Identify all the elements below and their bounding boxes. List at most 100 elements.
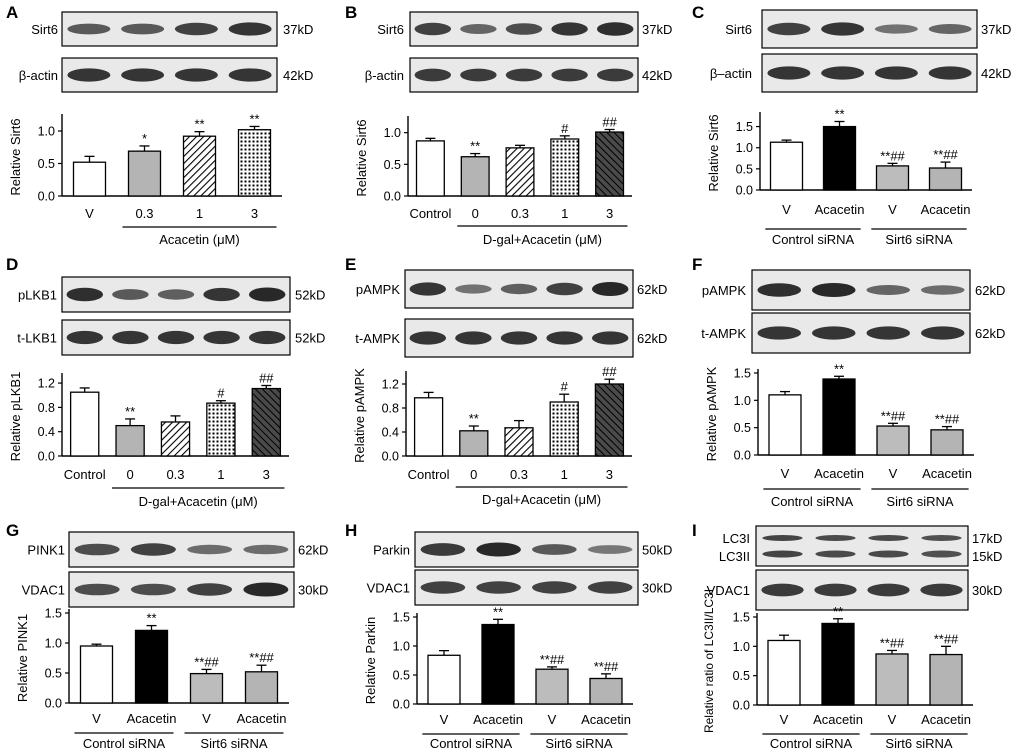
bar	[505, 147, 535, 197]
y-axis-label: Relative pLKB1	[8, 372, 23, 462]
blot-band	[67, 23, 111, 35]
bar	[504, 427, 534, 457]
x-tick-label: Acacetin	[237, 711, 287, 726]
blot-band	[409, 282, 447, 296]
x-tick-label: V	[888, 712, 897, 727]
panel-letter: G	[6, 521, 19, 540]
group-label: Acacetin (μM)	[159, 232, 239, 247]
blot-band	[455, 284, 492, 294]
y-tick-label: 1.5	[733, 611, 750, 625]
significance-label: **##	[935, 412, 960, 427]
bar	[768, 394, 802, 456]
group-label: Control siRNA	[772, 232, 855, 247]
blot-band	[228, 68, 272, 82]
x-tick-label: Control	[408, 467, 450, 482]
group-label: D-gal+Acacetin (μM)	[483, 232, 602, 247]
blot-band	[74, 583, 120, 596]
x-tick-label: V	[202, 711, 211, 726]
blot-label: pAMPK	[356, 282, 400, 297]
blot-band	[920, 285, 965, 295]
blot-size: 30kD	[298, 583, 328, 598]
bar	[822, 125, 857, 191]
significance-label: **##	[594, 659, 619, 674]
bar	[127, 150, 162, 197]
bar	[134, 629, 169, 704]
blot-band	[596, 22, 634, 36]
blot-label: LC3I	[723, 531, 750, 546]
blot-band	[243, 544, 289, 555]
blot-band	[121, 68, 165, 82]
x-tick-label: Control	[409, 206, 451, 221]
x-tick-label: 0.3	[166, 467, 184, 482]
y-tick-label: 0.5	[736, 162, 753, 176]
blot-label: Sirt6	[725, 22, 752, 37]
blot-band	[821, 66, 865, 80]
bar	[595, 131, 625, 197]
y-tick-label: 0.5	[38, 157, 55, 171]
blot-label: VDAC1	[22, 583, 65, 598]
blot-band	[243, 582, 289, 597]
group-label: D-gal+Acacetin (μM)	[139, 494, 258, 509]
blot-band	[874, 66, 918, 80]
blot-band	[112, 289, 149, 300]
x-tick-label: V	[888, 202, 897, 217]
blot-band	[551, 22, 588, 36]
x-tick-label: Acacetin	[813, 712, 863, 727]
y-tick-label: 1.5	[393, 611, 410, 625]
blot-band	[476, 581, 521, 594]
blot-band	[868, 535, 909, 541]
blot-band	[500, 331, 538, 345]
bar	[821, 622, 855, 706]
blot-band	[867, 583, 910, 597]
y-tick-label: 0.5	[734, 421, 751, 435]
blot-band	[596, 68, 634, 82]
blot-band	[414, 68, 452, 82]
significance-label: #	[561, 379, 569, 394]
significance-label: **	[833, 604, 843, 619]
blot-band	[500, 283, 538, 295]
blot-size: 30kD	[642, 581, 672, 596]
blot-band	[868, 550, 909, 558]
blot-band	[203, 330, 240, 345]
group-label: Sirt6 siRNA	[545, 736, 613, 751]
panel-b: B Sirt6 37kD β-actin 42kD 0.0 0.5 1.0 Relative S…	[345, 3, 672, 247]
blot-size: 62kD	[637, 282, 667, 297]
blot-band	[546, 282, 583, 296]
y-tick-label: 0.0	[384, 190, 401, 204]
blot-label: β-actin	[365, 68, 404, 83]
x-tick-label: 3	[606, 467, 613, 482]
panel-letter: F	[692, 255, 702, 274]
blot-band	[815, 535, 856, 541]
y-tick-label: 0.5	[393, 669, 410, 683]
panel-letter: H	[345, 521, 357, 540]
blot-label: Parkin	[373, 543, 410, 558]
blot-size: 62kD	[975, 326, 1005, 341]
bar	[459, 430, 489, 457]
x-tick-label: Acacetin	[921, 202, 971, 217]
blot-band	[112, 330, 149, 345]
x-tick-label: Acacetin	[127, 711, 177, 726]
blot-label: pLKB1	[18, 288, 57, 303]
significance-label: **##	[933, 147, 958, 162]
x-tick-label: 1	[217, 467, 224, 482]
x-tick-label: Acacetin	[814, 466, 864, 481]
blot-band	[928, 24, 972, 34]
x-tick-label: 3	[263, 467, 270, 482]
bar	[237, 129, 272, 197]
bar	[550, 138, 580, 197]
y-tick-label: 0.5	[384, 158, 401, 172]
x-tick-label: V	[92, 711, 101, 726]
significance-label: **##	[934, 631, 959, 646]
significance-label: **	[249, 111, 259, 126]
blot-band	[821, 22, 865, 36]
blot-size: 62kD	[975, 283, 1005, 298]
significance-label: **	[194, 117, 204, 132]
blot-band	[460, 68, 497, 82]
y-axis-label: Relative Sirt6	[354, 119, 369, 196]
x-tick-label: V	[548, 712, 557, 727]
bar	[767, 639, 801, 706]
y-axis-label: Relative Sirt6	[8, 118, 23, 195]
bar	[427, 654, 461, 705]
y-tick-label: 1.0	[736, 141, 753, 155]
y-tick-label: 1.5	[736, 120, 753, 134]
